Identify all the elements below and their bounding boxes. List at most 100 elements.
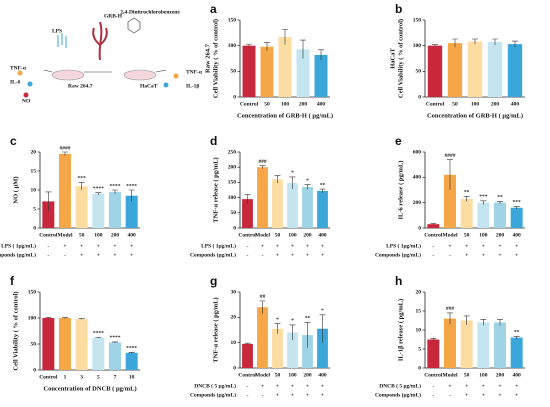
treatment-sign: +: [465, 243, 468, 249]
bar: [272, 179, 283, 228]
schematic-label: LPS: [52, 28, 62, 34]
error-bar: [264, 42, 270, 51]
treatment-sign: +: [321, 252, 324, 258]
y-tick-label: 15: [31, 168, 37, 174]
treatment-sign: +: [465, 252, 468, 258]
error-bar: [259, 165, 266, 169]
significance: ****: [126, 346, 137, 352]
significance: ****: [93, 186, 104, 192]
x-tick-label: Control: [39, 232, 58, 238]
error-bar: [62, 317, 68, 319]
bar: [278, 36, 292, 97]
treatment-label: Componds (μg/mL): [190, 251, 236, 258]
error-bar: [112, 341, 118, 343]
x-tick-label: 50: [464, 232, 470, 238]
treatment-sign: +: [276, 252, 279, 258]
error-bar: [304, 184, 311, 190]
treatment-sign: +: [515, 383, 518, 389]
error-bar: [274, 175, 281, 184]
significance: ***: [513, 200, 522, 206]
y-axis-label: TNF-α release ( pg/mL): [212, 297, 219, 362]
bar: [427, 224, 440, 228]
y-tick-label: 10: [416, 327, 422, 333]
x-tick-label: 50: [452, 101, 458, 107]
error-bar: [463, 196, 470, 202]
treatment-label: DNCB ( 5 μg/mL): [379, 382, 421, 389]
x-tick-label: 100: [288, 372, 297, 378]
y-tick-label: 50: [231, 69, 237, 75]
treatment-sign: +: [482, 392, 485, 398]
treatment-sign: +: [306, 392, 309, 398]
error-bar: [492, 38, 498, 46]
schematic-label: GRB-H: [104, 13, 123, 19]
treatment-sign: -: [247, 383, 249, 389]
treatment-sign: +: [291, 243, 294, 249]
arrow: [43, 69, 167, 73]
bar: [477, 202, 490, 228]
error-bar: [497, 201, 503, 204]
error-bar: [45, 191, 52, 211]
treatment-sign: -: [262, 252, 264, 258]
significance: ****: [110, 335, 121, 341]
dot: [23, 92, 29, 98]
significance: ****: [110, 183, 121, 189]
bar: [109, 342, 121, 370]
y-axis-label: IL-1β release ( pg/mL): [397, 299, 404, 361]
bar: [92, 193, 105, 228]
significance: ***: [479, 194, 488, 200]
error-bar: [513, 206, 520, 209]
treatment-sign: +: [63, 243, 66, 249]
x-tick-label: 100: [471, 101, 480, 107]
bar: [287, 183, 298, 228]
bar: [494, 202, 506, 228]
x-tick-label: 3: [80, 374, 83, 380]
panel-label: b: [395, 2, 402, 16]
treatment-sign: +: [261, 243, 264, 249]
x-tick-label: Control: [238, 372, 257, 378]
treatment-sign: +: [321, 383, 324, 389]
treatment-sign: +: [291, 252, 294, 258]
bar: [59, 153, 71, 228]
error-bar: [304, 322, 311, 348]
x-tick-label: 100: [288, 232, 297, 238]
x-tick-label: 200: [496, 372, 505, 378]
error-bar: [246, 43, 252, 48]
error-bar: [452, 38, 458, 48]
x-tick-label: 7: [114, 374, 117, 380]
treatment-sign: +: [515, 252, 518, 258]
error-bar: [244, 342, 251, 345]
treatment-sign: -: [247, 243, 249, 249]
dot: [17, 70, 23, 76]
treatment-sign: -: [64, 252, 66, 258]
treatment-sign: +: [321, 392, 324, 398]
error-bar: [282, 28, 288, 45]
y-tick-label: 5: [33, 206, 36, 212]
error-bar: [62, 151, 68, 156]
y-tick-label: 10: [231, 340, 237, 346]
y-axis-label: HaCaT: [389, 48, 396, 69]
error-bar: [318, 49, 324, 61]
lps-icon: [57, 33, 67, 48]
bar: [59, 318, 71, 370]
molecule-icon: [127, 17, 141, 34]
y-axis-label: IL-6 release ( pg/mL): [397, 161, 404, 220]
x-tick-label: 100: [479, 372, 488, 378]
treatment-sign: +: [515, 243, 518, 249]
treatment-sign: -: [449, 252, 451, 258]
bar: [257, 167, 268, 228]
x-tick-label: 50: [264, 101, 270, 107]
error-bar: [319, 314, 326, 343]
schematic-label: IL-6: [10, 79, 21, 85]
error-bar: [480, 319, 487, 326]
significance: ###: [446, 306, 455, 312]
bar: [109, 191, 121, 228]
bar: [75, 319, 88, 370]
dish: [123, 69, 157, 81]
y-tick-label: 0: [233, 94, 236, 100]
treatment-sign: -: [432, 392, 434, 398]
treatment-sign: +: [276, 392, 279, 398]
treatment-label: Componds (μg/mL): [190, 391, 236, 398]
significance: *: [321, 308, 324, 314]
schematic-label: Raw 264.7: [68, 83, 93, 89]
bar: [125, 352, 138, 370]
